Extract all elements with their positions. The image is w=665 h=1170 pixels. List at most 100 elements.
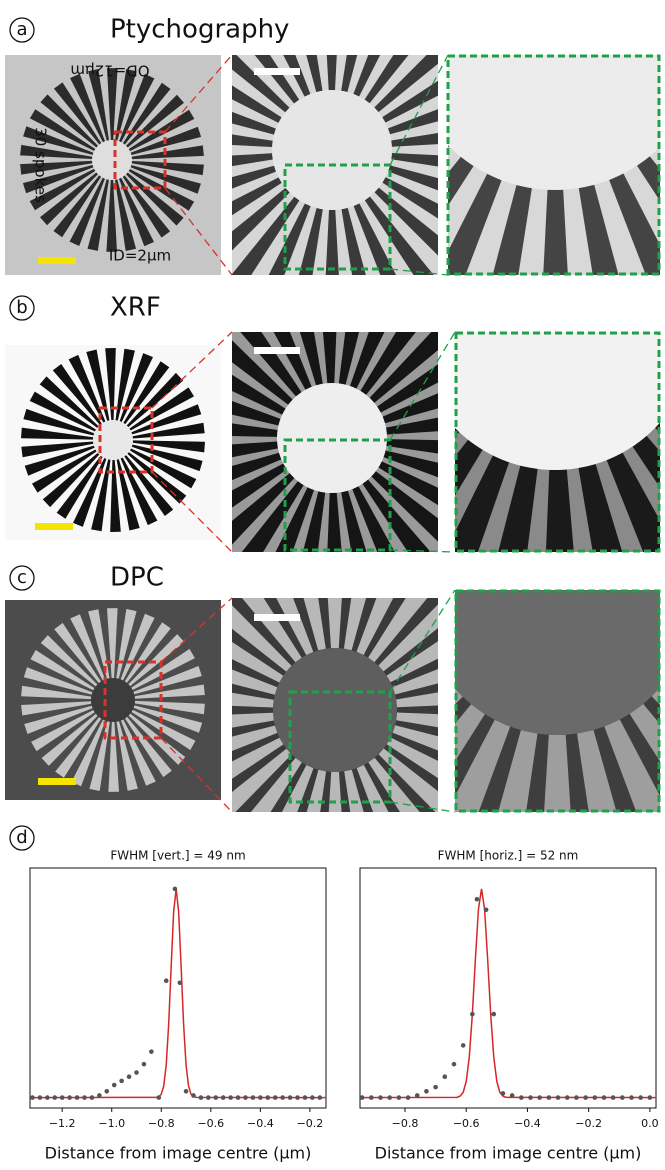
spoke: [661, 134, 665, 393]
star-centre: [277, 383, 387, 493]
data-point: [424, 1089, 429, 1094]
data-point: [173, 887, 178, 892]
data-point: [288, 1095, 293, 1100]
data-point: [369, 1095, 374, 1100]
scale-bar: [254, 614, 300, 621]
data-point: [280, 1095, 285, 1100]
panel-title: DPC: [110, 563, 164, 593]
micrograph: [5, 345, 221, 540]
panel-title: Ptychography: [110, 15, 289, 45]
panel-label: d: [16, 827, 27, 848]
star-centre: [91, 678, 135, 722]
data-point: [228, 1095, 233, 1100]
star-centre: [92, 140, 132, 180]
data-point: [556, 1095, 561, 1100]
data-point: [318, 1095, 323, 1100]
data-point: [97, 1093, 102, 1098]
data-point: [442, 1074, 447, 1079]
data-point: [547, 1095, 552, 1100]
x-tick-label: −0.2: [575, 1117, 602, 1130]
data-point: [45, 1095, 50, 1100]
fit-line: [360, 889, 656, 1098]
data-point: [134, 1070, 139, 1075]
data-point: [251, 1095, 256, 1100]
star-centre: [405, 0, 665, 190]
star-centre: [272, 90, 392, 210]
data-point: [75, 1095, 80, 1100]
data-point: [470, 1012, 475, 1017]
chart-title: FWHM [horiz.] = 52 nm: [438, 849, 579, 863]
data-point: [461, 1043, 466, 1048]
data-point: [433, 1085, 438, 1090]
data-point: [38, 1095, 43, 1100]
fit-line: [30, 889, 326, 1098]
data-point: [310, 1095, 315, 1100]
page: a Ptychography b XRF c DPC d OD=12μm 30 …: [0, 0, 665, 1170]
star-centre: [273, 648, 397, 772]
x-tick-label: −0.4: [247, 1117, 274, 1130]
data-point: [90, 1095, 95, 1100]
data-point: [501, 1091, 506, 1096]
data-point: [378, 1095, 383, 1100]
data-point: [583, 1095, 588, 1100]
data-point: [149, 1049, 154, 1054]
data-point: [119, 1079, 124, 1084]
scale-bar: [254, 68, 300, 75]
data-point: [258, 1095, 263, 1100]
panel-title: XRF: [110, 293, 161, 323]
data-point: [82, 1095, 87, 1100]
data-point: [484, 907, 489, 912]
x-tick-label: −0.6: [197, 1117, 224, 1130]
data-point: [243, 1095, 248, 1100]
data-point: [406, 1095, 411, 1100]
data-point: [360, 1095, 365, 1100]
data-point: [592, 1095, 597, 1100]
x-tick-label: −0.2: [297, 1117, 324, 1130]
spoke: [72, 0, 415, 2]
scale-bar: [254, 347, 300, 354]
x-tick-label: −1.2: [49, 1117, 76, 1130]
data-point: [295, 1095, 300, 1100]
data-point: [510, 1093, 515, 1098]
data-point: [221, 1095, 226, 1100]
x-axis-label: Distance from image centre (μm): [375, 1144, 642, 1163]
data-point: [491, 1012, 496, 1017]
data-point: [104, 1089, 109, 1094]
data-point: [52, 1095, 57, 1100]
x-tick-label: −0.8: [148, 1117, 175, 1130]
data-point: [206, 1095, 211, 1100]
data-point: [528, 1095, 533, 1100]
data-point: [648, 1095, 653, 1100]
data-point: [475, 897, 480, 902]
annotation: OD=12μm: [70, 62, 149, 80]
data-point: [191, 1093, 196, 1098]
charts: FWHM [vert.] = 49 nmDistance from image …: [30, 849, 659, 1163]
data-point: [397, 1095, 402, 1100]
panel-label: c: [17, 567, 27, 588]
data-point: [629, 1095, 634, 1100]
data-point: [611, 1095, 616, 1100]
data-point: [565, 1095, 570, 1100]
data-point: [178, 980, 183, 985]
micrograph: [5, 600, 221, 800]
x-tick-label: −0.6: [453, 1117, 480, 1130]
annotation: ID=2μm: [109, 247, 171, 265]
data-point: [387, 1095, 392, 1100]
image-panels: [5, 0, 665, 1099]
scale-bar: [35, 523, 73, 530]
x-tick-label: 0.0: [641, 1117, 659, 1130]
data-point: [303, 1095, 308, 1100]
annotation: 30 spokes: [32, 127, 50, 203]
x-tick-label: −1.0: [98, 1117, 125, 1130]
plot-frame: [360, 868, 656, 1108]
x-tick-label: −0.4: [514, 1117, 541, 1130]
data-point: [415, 1093, 420, 1098]
scale-bar: [38, 778, 76, 785]
data-point: [602, 1095, 607, 1100]
data-point: [184, 1089, 189, 1094]
data-point: [213, 1095, 218, 1100]
data-point: [452, 1062, 457, 1067]
data-point: [157, 1095, 162, 1100]
data-point: [620, 1095, 625, 1100]
data-point: [164, 978, 169, 983]
